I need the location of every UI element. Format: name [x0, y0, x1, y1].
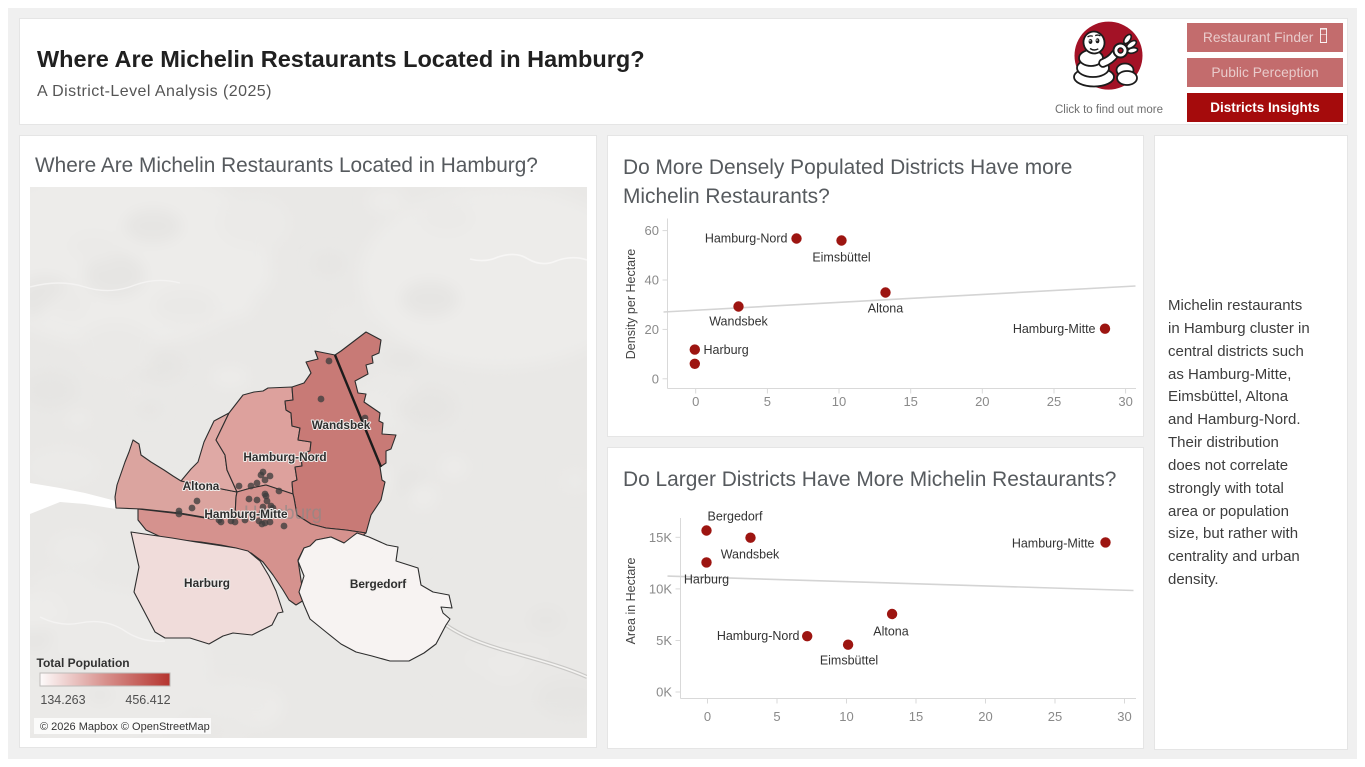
svg-text:Wandsbek: Wandsbek	[709, 315, 768, 329]
svg-text:20: 20	[975, 394, 989, 409]
svg-text:Bergedorf: Bergedorf	[350, 577, 406, 591]
svg-text:0: 0	[704, 709, 711, 724]
svg-text:10K: 10K	[649, 581, 672, 596]
svg-text:15: 15	[909, 709, 923, 724]
svg-text:Eimsbüttel: Eimsbüttel	[820, 654, 878, 668]
svg-text:5: 5	[773, 709, 780, 724]
svg-text:Hamburg-Mitte: Hamburg-Mitte	[1013, 322, 1096, 336]
svg-text:© 2026 Mapbox © OpenStreetMap: © 2026 Mapbox © OpenStreetMap	[40, 721, 210, 733]
svg-text:Hamburg-Mitte: Hamburg-Mitte	[204, 507, 288, 521]
svg-text:Area in Hectare: Area in Hectare	[624, 558, 638, 645]
svg-text:20: 20	[645, 322, 659, 337]
svg-text:Altona: Altona	[873, 625, 908, 639]
svg-text:Altona: Altona	[868, 302, 903, 316]
svg-text:456.412: 456.412	[125, 693, 170, 707]
svg-text:10: 10	[839, 709, 853, 724]
svg-text:25: 25	[1047, 394, 1061, 409]
svg-text:Wandsbek: Wandsbek	[721, 548, 780, 562]
svg-text:Wandsbek: Wandsbek	[312, 418, 371, 432]
svg-text:134.263: 134.263	[40, 693, 85, 707]
svg-text:Altona: Altona	[183, 479, 220, 493]
svg-text:Total Population: Total Population	[37, 656, 130, 670]
svg-text:0: 0	[692, 394, 699, 409]
svg-text:0: 0	[652, 371, 659, 386]
svg-text:40: 40	[645, 273, 659, 288]
svg-text:Hamburg-Mitte: Hamburg-Mitte	[1012, 537, 1095, 551]
svg-text:Density per Hectare: Density per Hectare	[624, 249, 638, 360]
svg-text:Hamburg-Nord: Hamburg-Nord	[705, 232, 788, 246]
svg-text:Eimsbüttel: Eimsbüttel	[812, 251, 870, 265]
svg-text:15: 15	[903, 394, 917, 409]
svg-text:30: 30	[1117, 709, 1131, 724]
svg-text:Harburg: Harburg	[704, 343, 749, 357]
svg-text:60: 60	[645, 223, 659, 238]
svg-text:Harburg: Harburg	[184, 576, 230, 590]
svg-text:25: 25	[1048, 709, 1062, 724]
svg-text:5: 5	[764, 394, 771, 409]
svg-text:5K: 5K	[656, 633, 672, 648]
svg-text:Hamburg-Nord: Hamburg-Nord	[243, 450, 326, 464]
svg-text:Harburg: Harburg	[684, 573, 729, 587]
svg-text:Hamburg-Nord: Hamburg-Nord	[717, 629, 800, 643]
svg-text:10: 10	[832, 394, 846, 409]
svg-text:30: 30	[1118, 394, 1132, 409]
svg-text:15K: 15K	[649, 530, 672, 545]
svg-text:0K: 0K	[656, 685, 672, 700]
svg-text:20: 20	[978, 709, 992, 724]
svg-text:Bergedorf: Bergedorf	[708, 510, 763, 524]
